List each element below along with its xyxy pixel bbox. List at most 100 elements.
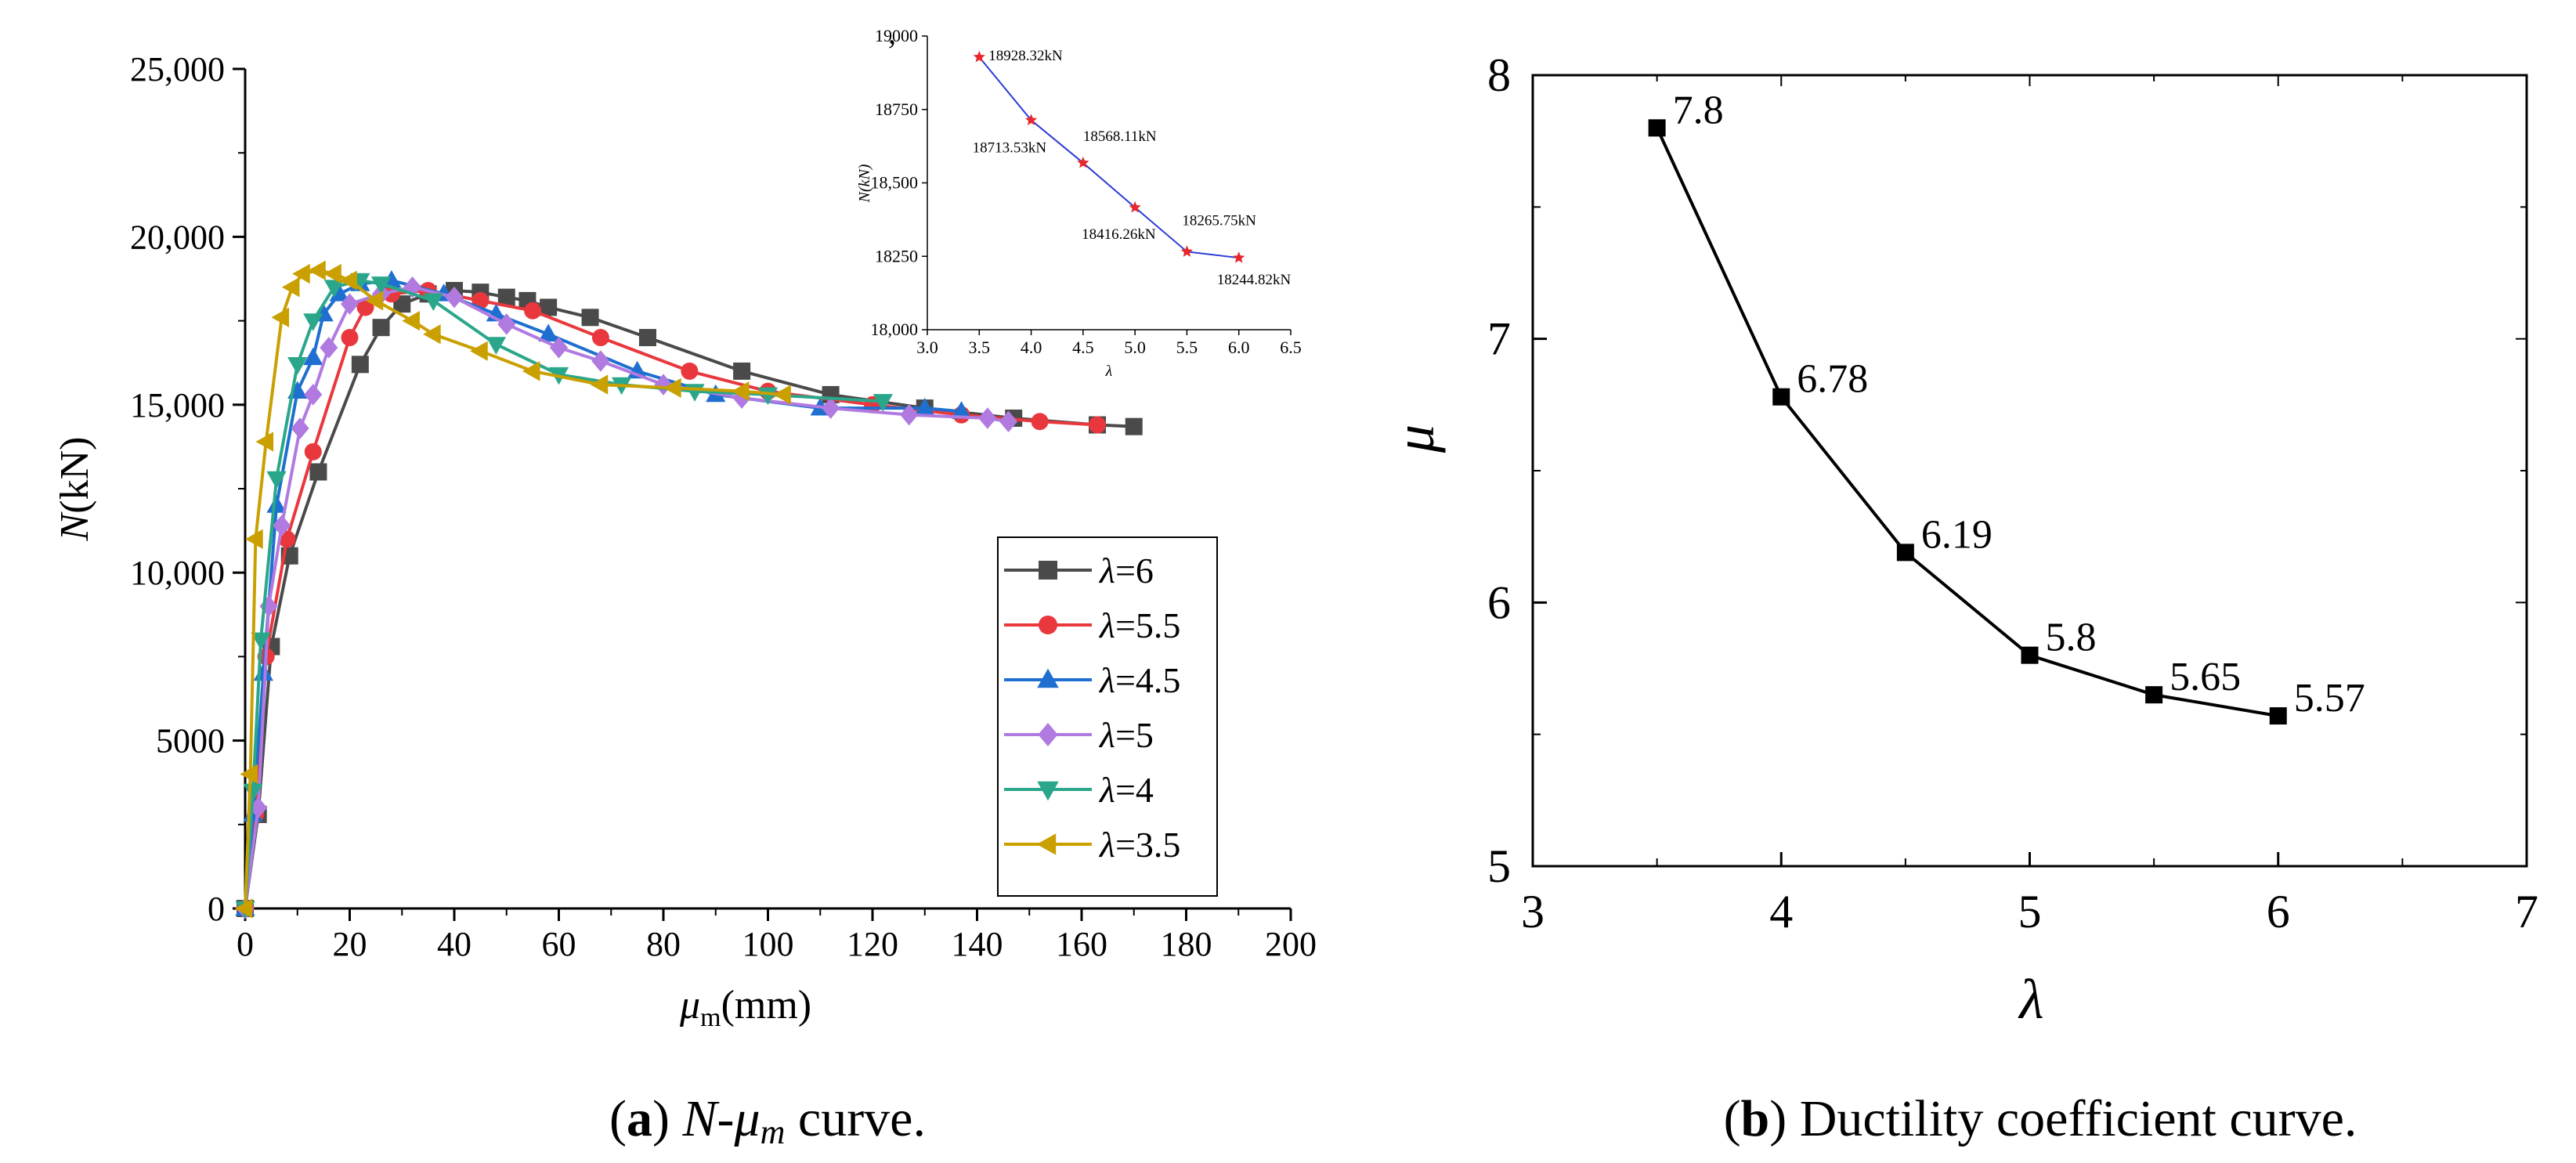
chart-b-y-tick-label: 7: [1487, 313, 1511, 365]
chart-a-data-point: [522, 361, 540, 381]
chart-a-y-tick-label: 25,000: [130, 50, 225, 88]
chart-b-data-point: [1896, 544, 1914, 562]
chart-b-y-tick-label: 5: [1487, 840, 1511, 892]
chart-a-data-point: [581, 309, 599, 327]
chart-b-y-label: μ: [1383, 424, 1446, 453]
chart-b-x-label: λ: [2018, 968, 2043, 1031]
chart-a-data-point: [266, 495, 287, 513]
chart-b-data-label: 6.19: [1921, 512, 1993, 557]
chart-a-data-point: [549, 337, 569, 359]
legend-swatch-marker: [1039, 561, 1057, 580]
chart-a-data-point: [540, 298, 558, 316]
chart-a-x-tick-label: 60: [542, 925, 576, 963]
legend-label-symbol: λ: [1098, 825, 1115, 865]
inset-data-label: 18928.32kN: [988, 48, 1063, 64]
inset-data-label: 18568.11kN: [1083, 128, 1157, 145]
inset-y-tick-label: 19000: [875, 26, 918, 45]
caption-a-n: N: [681, 1090, 720, 1147]
chart-a-data-point: [303, 347, 323, 366]
chart-a-data-point: [915, 397, 935, 416]
chart-a-x-tick-label: 180: [1161, 925, 1212, 963]
chart-a-data-point: [303, 313, 323, 331]
chart-a-legend-box: [997, 536, 1218, 897]
inset-x-tick-label: 3.0: [916, 338, 938, 357]
chart-b-x-tick-label: 3: [1521, 886, 1545, 937]
chart-a-data-point: [341, 329, 359, 347]
inset-x-tick-label: 4.0: [1021, 338, 1042, 357]
chart-a-data-point: [351, 356, 369, 374]
chart-a-x-tick-label: 100: [742, 925, 794, 963]
inset-x-tick-label: 5.0: [1124, 338, 1146, 357]
chart-a-data-point: [590, 374, 609, 395]
chart-a-data-point: [281, 277, 300, 298]
chart-a-data-point: [731, 381, 750, 402]
chart-a-x-tick-label: 80: [646, 925, 681, 963]
chart-a-data-point: [251, 632, 271, 651]
inset-series-line: [978, 56, 1239, 259]
legend-swatch-marker: [1039, 616, 1057, 634]
chart-a-x-ticks: 0 20 40 60 80 100 120 140 160 180 200: [237, 908, 1317, 963]
inset-data-point: [1129, 200, 1141, 213]
chart-a-data-point: [638, 329, 656, 347]
chart-a-data-point: [259, 595, 278, 617]
chart-b-x-tick-label: 6: [2267, 886, 2290, 937]
chart-a-data-point: [365, 291, 384, 311]
chart-b: 3 4 5 6 7 5 6 7 8 7.8 6.78 6.19 5.8 5.65 5.57 μ λ: [1383, 49, 2538, 1031]
chart-a-data-point: [340, 293, 359, 315]
chart-a-data-point: [681, 362, 699, 380]
chart-a-data-point: [323, 263, 341, 284]
chart-a-data-point: [732, 387, 751, 409]
chart-a-x-tick-label: 200: [1265, 925, 1317, 963]
chart-a-data-point: [423, 324, 441, 345]
legend-label: λ=5.5: [1098, 605, 1180, 645]
chart-b-series: 7.8 6.78 6.19 5.8 5.65 5.57: [1648, 88, 2365, 725]
chart-a-data-point: [663, 377, 681, 399]
chart-a-data-point: [320, 337, 338, 359]
legend-label-symbol: λ: [1098, 605, 1115, 645]
chart-a-data-point: [486, 337, 507, 355]
legend-label-value: =5: [1115, 715, 1154, 755]
chart-a-data-point: [372, 319, 390, 337]
inset-data-label: 18244.82kN: [1217, 272, 1292, 288]
chart-a-data-point: [402, 310, 420, 331]
chart-a-data-point: [1031, 413, 1049, 431]
chart-a-data-point: [356, 298, 374, 316]
inset-stray-mark: ’: [887, 33, 897, 68]
chart-a-y-label-main: N: [52, 511, 97, 541]
inset-x-tick-label: 4.5: [1072, 338, 1094, 357]
chart-b-data-point: [2145, 686, 2163, 704]
chart-b-data-label: 6.78: [1797, 357, 1868, 402]
chart-a-x-tick-label: 120: [847, 925, 898, 963]
caption-a-open: (: [609, 1090, 627, 1147]
legend-swatch-marker: [1037, 668, 1059, 688]
chart-a: 0 20 40 60 80 100 120 140 160 180 200 0 5000 10,000 1…: [52, 26, 1317, 1032]
chart-a-legend: λ=6λ=5.5λ=4.5λ=5λ=4λ=3.5: [997, 536, 1218, 897]
caption-b: (b) Ductility coefficient curve.: [1724, 1090, 2357, 1147]
chart-b-y-tick-label: 8: [1487, 49, 1511, 101]
caption-a-suffix: curve.: [785, 1090, 926, 1147]
chart-a-data-point: [445, 286, 464, 309]
chart-a-data-point: [1125, 417, 1143, 435]
inset-data-label: 18713.53kN: [973, 139, 1047, 156]
chart-a-series-line: [244, 279, 962, 909]
chart-a-data-point: [873, 394, 893, 412]
caption-a-sub: m: [761, 1113, 786, 1151]
chart-a-data-point: [423, 293, 443, 312]
inset-x-tick-label: 5.5: [1176, 338, 1198, 357]
chart-a-data-point: [291, 417, 309, 439]
chart-b-data-point: [1648, 119, 1666, 137]
chart-b-data-label: 5.57: [2294, 676, 2365, 721]
chart-a-inset: 3.0 3.5 4.0 4.5 5.0 5.5 6.0 6.5 18,000 18250 18,5…: [856, 26, 1302, 380]
chart-a-data-point: [304, 442, 322, 461]
chart-a-data-point: [339, 270, 357, 291]
inset-y-tick-label: 18750: [875, 99, 918, 119]
chart-b-series-line: [1655, 127, 2279, 718]
chart-a-x-label: μm(mm): [679, 983, 811, 1032]
chart-a-data-point: [900, 403, 919, 426]
inset-x-tick-label: 6.0: [1228, 338, 1250, 357]
caption-a-dash: -: [717, 1090, 735, 1147]
legend-label-symbol: λ: [1098, 715, 1115, 755]
legend-label-value: =5.5: [1115, 605, 1180, 645]
legend-label-value: =4: [1115, 770, 1154, 810]
legend-label-symbol: λ: [1098, 660, 1115, 700]
